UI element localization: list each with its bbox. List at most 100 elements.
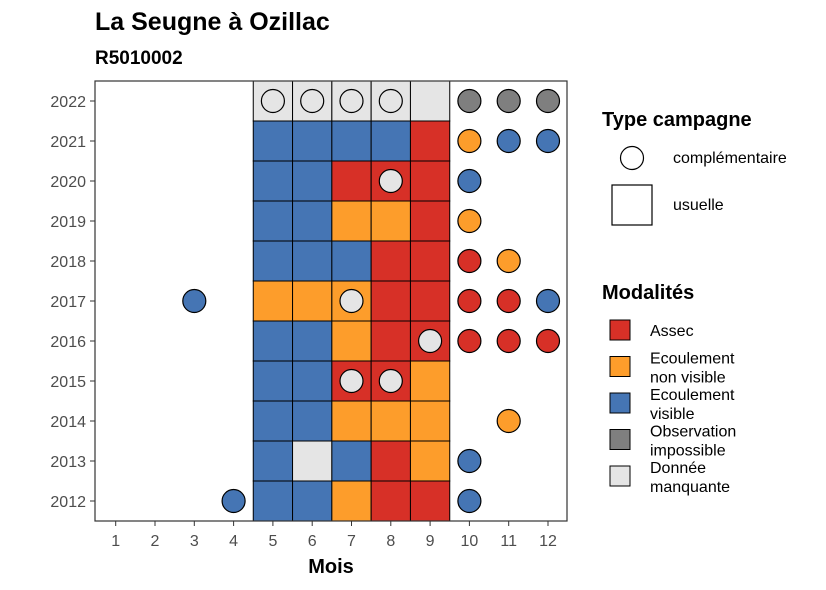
tile-2016-9: [409, 320, 451, 362]
point-2017-7: [339, 288, 364, 314]
axes: 1 2 3 4 5 6 7 8 9 10 11 122012201320142015201620172…: [50, 94, 557, 550]
tile-2013-7: [331, 440, 372, 482]
point-2016-12: [535, 328, 561, 354]
tile-2016-6: [292, 320, 333, 362]
legend-label-donnee_manquante: Donnée: [650, 460, 706, 477]
tile-2020-7: [331, 160, 372, 202]
tile-2022-9: [409, 80, 451, 122]
y-tick-label: 2021: [50, 134, 86, 151]
legend-label-ecoulement_non_visible: Ecoulement: [650, 351, 735, 368]
tile-2013-8: [370, 440, 411, 482]
legend-key-assec: [609, 319, 631, 341]
point-2017-10: [457, 288, 482, 314]
point-2016-9: [418, 328, 443, 354]
point-2012-4: [221, 488, 246, 514]
tile-2014-8: [370, 400, 411, 442]
point-2015-8: [378, 368, 403, 394]
tile-2014-7: [331, 400, 372, 442]
x-tick-label: 2: [151, 533, 160, 550]
tile-2017-9: [409, 280, 451, 322]
legend-label-assec: Assec: [650, 323, 694, 340]
legend-key-ecoulement_non_visible: [609, 356, 631, 377]
legend: Type campagne complémentaire usuelle Modali…: [602, 109, 787, 496]
tile-2013-6: [292, 440, 333, 482]
y-tick-label: 2013: [50, 454, 86, 471]
tile-2018-8: [370, 240, 411, 282]
legend-label-donnee_manquante: manquante: [650, 479, 730, 496]
x-tick-label: 4: [229, 533, 238, 550]
x-tick-label: 6: [308, 533, 317, 550]
tile-2021-9: [409, 120, 451, 162]
tile-2014-6: [292, 400, 333, 442]
point-2015-7: [339, 368, 364, 394]
tile-2015-6: [292, 360, 333, 402]
point-2012-10: [457, 488, 482, 514]
tile-2021-7: [331, 120, 372, 162]
y-tick-label: 2012: [50, 494, 86, 511]
tile-2017-6: [292, 280, 333, 322]
tile-2018-5: [252, 240, 294, 282]
tile-2013-9: [409, 440, 451, 482]
tile-2012-5: [252, 480, 294, 522]
x-tick-label: 1: [111, 533, 120, 550]
tile-2020-6: [292, 160, 333, 202]
point-2021-12: [535, 128, 561, 154]
legend-title-modalites: Modalités: [602, 282, 694, 304]
y-tick-label: 2019: [50, 214, 86, 231]
tile-2020-9: [409, 160, 451, 202]
tile-2018-6: [292, 240, 333, 282]
point-2020-8: [378, 168, 403, 194]
point-2017-3: [182, 288, 207, 314]
x-tick-label: 7: [347, 533, 356, 550]
tile-2014-5: [252, 400, 294, 442]
legend-key-donnee_manquante: [609, 465, 631, 487]
x-tick-label: 10: [461, 533, 479, 550]
point-2017-11: [496, 288, 521, 314]
tile-2015-5: [252, 360, 294, 402]
tile-2019-9: [409, 200, 451, 242]
point-2014-11: [496, 408, 521, 434]
legend-key-observation_impossible: [609, 429, 631, 450]
tile-2017-8: [370, 280, 411, 322]
legend-key-ecoulement_visible: [609, 392, 631, 414]
tile-2018-9: [409, 240, 451, 282]
x-tick-label: 3: [190, 533, 199, 550]
point-2022-5: [260, 88, 285, 114]
point-2019-10: [457, 208, 482, 234]
tile-2019-8: [370, 200, 411, 242]
legend-label-ecoulement_visible: Ecoulement: [650, 387, 735, 404]
legend-key-usuelle: [611, 184, 653, 226]
legend-label-observation_impossible: impossible: [650, 443, 726, 460]
complementaire-points: [182, 88, 561, 514]
y-tick-label: 2017: [50, 294, 86, 311]
tile-2016-8: [370, 320, 411, 362]
x-tick-label: 5: [268, 533, 277, 550]
point-2022-12: [535, 88, 561, 114]
y-tick-label: 2016: [50, 334, 86, 351]
tile-2019-6: [292, 200, 333, 242]
tile-2014-9: [409, 400, 451, 442]
tile-2016-7: [331, 320, 372, 362]
point-2017-12: [535, 288, 561, 314]
chart-title: La Seugne à Ozillac: [95, 8, 330, 36]
tile-2013-5: [252, 440, 294, 482]
point-2022-6: [300, 88, 325, 114]
point-2021-10: [457, 128, 482, 154]
usuelle-tiles: [252, 80, 451, 522]
legend-label-observation_impossible: Observation: [650, 424, 736, 441]
point-2016-10: [457, 328, 482, 354]
chart-subtitle: R5010002: [95, 48, 183, 69]
point-2020-10: [457, 168, 482, 194]
tile-2015-9: [409, 360, 451, 402]
tile-2018-7: [331, 240, 372, 282]
tile-2020-5: [252, 160, 294, 202]
tile-2017-5: [252, 280, 294, 322]
legend-label-ecoulement_non_visible: non visible: [650, 370, 726, 387]
x-tick-label: 12: [539, 533, 557, 550]
y-tick-label: 2022: [50, 94, 86, 111]
y-tick-label: 2015: [50, 374, 86, 391]
x-tick-label: 9: [426, 533, 435, 550]
legend-label-complementaire: complémentaire: [673, 150, 787, 167]
tile-2019-7: [331, 200, 372, 242]
point-2013-10: [457, 448, 482, 474]
